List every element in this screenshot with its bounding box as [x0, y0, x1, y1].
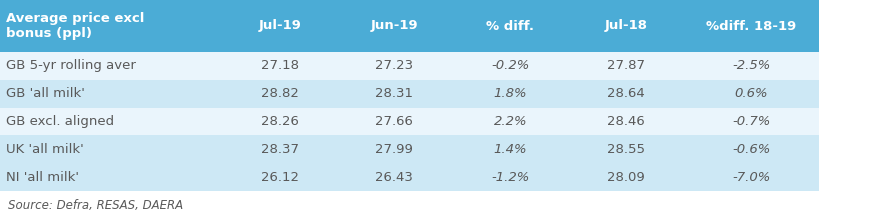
- Text: 27.99: 27.99: [375, 143, 413, 156]
- Bar: [0, 135, 223, 163]
- Text: 28.82: 28.82: [261, 87, 300, 100]
- Bar: [223, 135, 337, 163]
- Text: -1.2%: -1.2%: [491, 171, 529, 184]
- Text: -0.7%: -0.7%: [732, 115, 770, 128]
- Text: 26.43: 26.43: [375, 171, 413, 184]
- Text: -0.2%: -0.2%: [491, 59, 529, 72]
- Text: 2.2%: 2.2%: [493, 115, 527, 128]
- Bar: [451, 0, 569, 52]
- Bar: [0, 163, 223, 191]
- Text: 1.8%: 1.8%: [493, 87, 527, 100]
- Bar: [0, 108, 223, 135]
- Bar: [569, 135, 683, 163]
- Bar: [569, 0, 683, 52]
- Text: UK 'all milk': UK 'all milk': [6, 143, 84, 156]
- Bar: [683, 108, 819, 135]
- Text: Jul-19: Jul-19: [259, 19, 301, 32]
- Bar: [0, 0, 223, 52]
- Text: 27.23: 27.23: [375, 59, 413, 72]
- Bar: [451, 80, 569, 108]
- Bar: [569, 80, 683, 108]
- Text: 1.4%: 1.4%: [493, 143, 527, 156]
- Bar: [569, 52, 683, 80]
- Bar: [223, 52, 337, 80]
- Text: 0.6%: 0.6%: [734, 87, 768, 100]
- Text: 27.66: 27.66: [375, 115, 413, 128]
- Text: -2.5%: -2.5%: [732, 59, 770, 72]
- Bar: [683, 0, 819, 52]
- Text: 28.46: 28.46: [607, 115, 646, 128]
- Text: 27.18: 27.18: [261, 59, 300, 72]
- Text: Jun-19: Jun-19: [371, 19, 418, 32]
- Text: 28.31: 28.31: [375, 87, 413, 100]
- Text: 26.12: 26.12: [261, 171, 300, 184]
- Bar: [223, 0, 337, 52]
- Text: 27.87: 27.87: [607, 59, 646, 72]
- Bar: [451, 135, 569, 163]
- Bar: [569, 108, 683, 135]
- Bar: [337, 80, 451, 108]
- Text: %diff. 18-19: %diff. 18-19: [706, 19, 796, 32]
- Bar: [451, 52, 569, 80]
- Bar: [451, 163, 569, 191]
- Text: 28.64: 28.64: [607, 87, 646, 100]
- Bar: [337, 52, 451, 80]
- Text: Jul-18: Jul-18: [604, 19, 648, 32]
- Bar: [569, 163, 683, 191]
- Text: 28.37: 28.37: [261, 143, 300, 156]
- Bar: [683, 163, 819, 191]
- Bar: [683, 135, 819, 163]
- Bar: [683, 52, 819, 80]
- Bar: [0, 52, 223, 80]
- Bar: [0, 191, 876, 219]
- Text: Average price excl
bonus (ppl): Average price excl bonus (ppl): [6, 12, 145, 40]
- Text: 28.26: 28.26: [261, 115, 300, 128]
- Text: GB excl. aligned: GB excl. aligned: [6, 115, 114, 128]
- Text: GB 5-yr rolling aver: GB 5-yr rolling aver: [6, 59, 136, 72]
- Text: 28.09: 28.09: [607, 171, 646, 184]
- Bar: [337, 163, 451, 191]
- Bar: [223, 163, 337, 191]
- Text: -0.6%: -0.6%: [732, 143, 770, 156]
- Bar: [337, 108, 451, 135]
- Text: 28.55: 28.55: [607, 143, 646, 156]
- Text: GB 'all milk': GB 'all milk': [6, 87, 85, 100]
- Bar: [337, 135, 451, 163]
- Text: % diff.: % diff.: [486, 19, 534, 32]
- Bar: [223, 108, 337, 135]
- Bar: [451, 108, 569, 135]
- Bar: [223, 80, 337, 108]
- Bar: [0, 80, 223, 108]
- Text: -7.0%: -7.0%: [732, 171, 770, 184]
- Text: NI 'all milk': NI 'all milk': [6, 171, 79, 184]
- Text: Source: Defra, RESAS, DAERA: Source: Defra, RESAS, DAERA: [8, 198, 183, 212]
- Bar: [337, 0, 451, 52]
- Bar: [683, 80, 819, 108]
